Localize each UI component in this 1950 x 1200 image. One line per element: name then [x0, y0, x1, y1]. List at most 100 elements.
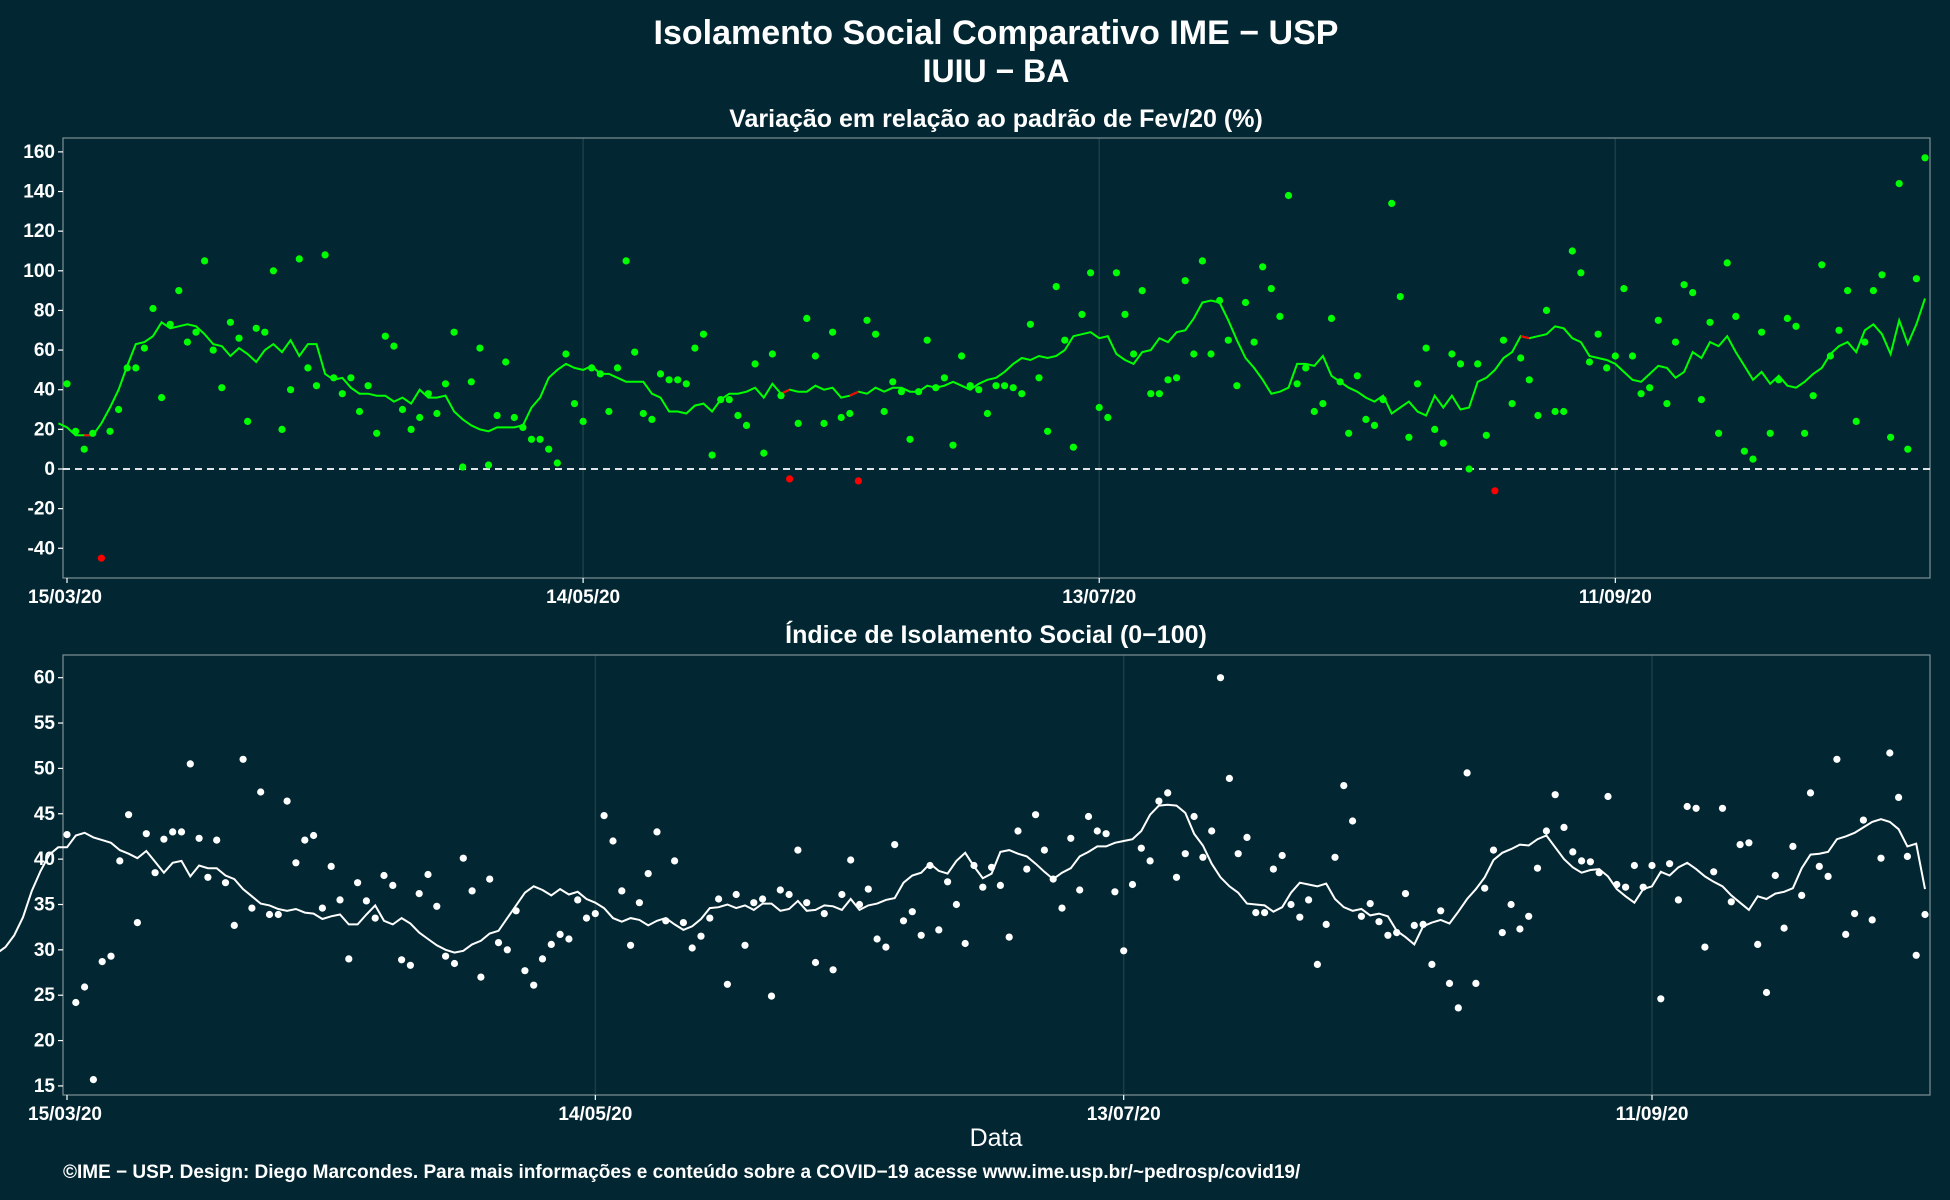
data-point: [125, 811, 133, 819]
data-point: [221, 879, 230, 887]
data-point: [1405, 433, 1413, 441]
data-point: [1379, 396, 1387, 404]
data-point: [424, 870, 432, 879]
data-point: [975, 386, 983, 394]
data-point: [653, 828, 661, 836]
data-point: [899, 917, 908, 925]
moving-average-negative-segment: [1520, 335, 1530, 340]
data-point: [725, 396, 733, 404]
data-point: [450, 959, 459, 968]
data-point: [1613, 880, 1621, 889]
data-point: [502, 358, 510, 366]
data-point: [274, 910, 282, 919]
data-point: [132, 364, 140, 372]
data-point: [390, 342, 398, 350]
data-point: [1241, 298, 1250, 307]
data-point: [760, 449, 768, 457]
moving-average-negative-segment: [849, 390, 859, 397]
data-point: [1622, 883, 1630, 891]
data-point: [1887, 433, 1895, 441]
data-point: [820, 419, 828, 427]
data-point: [1727, 898, 1735, 906]
data-point: [493, 411, 501, 420]
data-point: [1648, 861, 1656, 870]
data-point: [459, 463, 467, 471]
data-point: [169, 828, 177, 836]
data-point: [882, 943, 890, 951]
data-point: [510, 413, 518, 422]
data-point: [1384, 931, 1392, 939]
data-point: [1472, 979, 1480, 988]
data-point: [565, 935, 573, 943]
data-point: [613, 364, 622, 372]
data-point: [1525, 376, 1533, 384]
data-point: [1754, 940, 1762, 949]
data-point: [708, 451, 716, 459]
data-point: [1095, 403, 1103, 412]
data-point: [880, 407, 888, 416]
data-point: [1023, 865, 1031, 873]
y-tick-label: 30: [34, 940, 55, 961]
data-point: [605, 407, 613, 416]
data-point: [1208, 827, 1216, 835]
data-point: [1604, 792, 1612, 801]
data-point: [287, 386, 295, 394]
data-point: [1172, 873, 1181, 881]
data-point: [1783, 314, 1791, 322]
data-point: [846, 409, 854, 418]
data-point: [917, 931, 925, 939]
data-point: [1199, 853, 1207, 861]
data-point: [175, 287, 183, 295]
data-point: [1104, 413, 1112, 422]
data-point: [1437, 907, 1445, 915]
data-point: [1620, 285, 1628, 293]
data-point: [1393, 929, 1401, 937]
data-point: [988, 863, 996, 871]
data-point: [940, 374, 949, 382]
data-point: [218, 384, 226, 392]
data-point: [1491, 487, 1499, 495]
data-point: [1005, 933, 1013, 941]
data-point: [1225, 774, 1233, 783]
data-point: [1852, 417, 1860, 425]
data-point: [415, 890, 423, 898]
data-point: [1375, 918, 1383, 926]
data-point: [674, 376, 682, 384]
data-point: [794, 419, 802, 427]
data-point: [1296, 913, 1304, 921]
data-point: [582, 914, 591, 922]
data-point: [553, 459, 561, 467]
data-point: [142, 830, 150, 838]
data-point: [1224, 336, 1232, 344]
data-point: [1093, 827, 1101, 835]
y-tick-label: 25: [34, 985, 56, 1006]
data-point: [406, 961, 414, 969]
data-point: [588, 364, 596, 372]
data-point: [717, 396, 725, 404]
y-tick-label: 140: [23, 182, 55, 203]
x-tick-label: 11/09/20: [1616, 1104, 1689, 1125]
data-point: [579, 417, 587, 425]
y-tick-label: 60: [34, 340, 55, 361]
data-point: [600, 812, 608, 820]
data-point: [1336, 378, 1344, 386]
data-point: [248, 904, 256, 912]
data-point: [662, 917, 670, 925]
data-point: [1463, 769, 1471, 777]
data-point: [1322, 920, 1330, 929]
data-point: [527, 435, 536, 443]
data-point: [80, 445, 88, 453]
data-point: [1284, 191, 1293, 200]
y-tick-label: 0: [44, 459, 55, 480]
data-point: [1912, 275, 1920, 283]
data-point: [398, 405, 407, 414]
y-tick-label: 100: [23, 261, 55, 282]
data-point: [1842, 930, 1850, 939]
data-point: [1801, 429, 1809, 437]
main-title-line2: IUIU − BA: [923, 53, 1070, 89]
data-point: [1903, 852, 1911, 861]
y-tick-label: 40: [34, 380, 55, 401]
data-point: [1448, 350, 1456, 358]
data-point: [970, 861, 978, 870]
data-point: [133, 919, 141, 927]
